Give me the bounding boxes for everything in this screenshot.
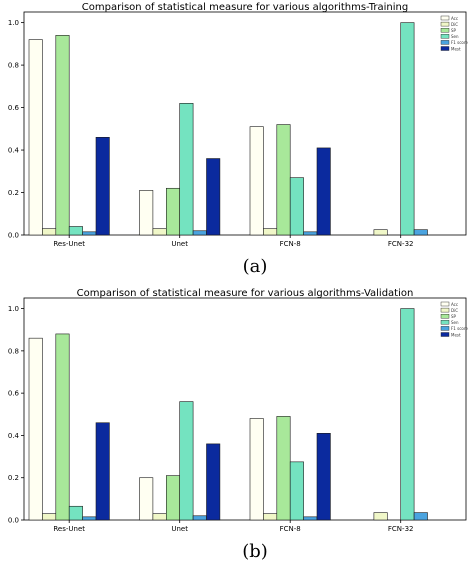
plot-frame: [23, 11, 467, 236]
bar-sp-res-unet: [55, 35, 70, 236]
legend-label: Acc: [451, 16, 458, 21]
legend-label: Mest: [451, 46, 461, 51]
legend-label: SP: [451, 314, 457, 319]
bar-mest-unet: [206, 443, 221, 521]
x-tick-label: FCN-8: [280, 525, 301, 533]
legend-swatch: [440, 15, 450, 21]
bar-dic-fcn-32: [373, 229, 388, 236]
legend-label: DiC: [451, 308, 458, 313]
bar-dic-fcn-8: [263, 228, 278, 236]
y-tick-label: 0.2: [8, 474, 19, 482]
legend-label: Acc: [451, 302, 458, 307]
bar-mest-res-unet: [95, 422, 110, 521]
legend-swatch: [440, 332, 450, 337]
legend-swatch: [440, 307, 450, 313]
legend-label: Sen: [451, 320, 459, 325]
x-tick-label: Unet: [171, 525, 188, 533]
bar-mest-unet: [206, 158, 221, 236]
y-tick-label: 0.4: [8, 147, 20, 155]
legend-label: DiC: [451, 22, 458, 27]
bar-dic-res-unet: [42, 513, 57, 521]
legend-swatch: [440, 34, 450, 39]
y-tick-label: 0.8: [8, 62, 19, 70]
bar-sen-res-unet: [68, 226, 83, 236]
x-tick-label: FCN-32: [388, 525, 414, 533]
chart-validation: Comparison of statistical measure for va…: [8, 288, 469, 562]
legend-swatch: [440, 320, 450, 325]
y-tick-label: 0.0: [8, 517, 19, 525]
bar-acc-res-unet: [28, 337, 43, 521]
legend-swatch: [440, 21, 450, 27]
bar-f1-score-fcn-32: [413, 512, 428, 521]
y-tick-label: 0.8: [8, 347, 19, 355]
legend-swatch: [440, 301, 450, 307]
bar-acc-unet: [139, 190, 154, 236]
x-tick-label: FCN-8: [280, 240, 301, 248]
chart-title: Comparison of statistical measure for va…: [77, 288, 414, 299]
bar-f1-score-fcn-32: [413, 229, 428, 236]
x-tick-label: Unet: [171, 240, 188, 248]
bar-mest-res-unet: [95, 137, 110, 236]
legend-label: F1 score: [451, 326, 468, 331]
bar-dic-fcn-32: [373, 512, 388, 521]
bar-sp-unet: [166, 475, 181, 521]
bar-sen-fcn-8: [289, 177, 304, 236]
bar-mest-fcn-8: [316, 147, 331, 236]
bar-f1-score-fcn-8: [303, 231, 318, 236]
x-tick-label: Res-Unet: [53, 240, 85, 248]
bar-acc-fcn-8: [249, 418, 264, 521]
bar-dic-fcn-8: [263, 513, 278, 521]
bar-sen-unet: [179, 401, 194, 521]
legend-swatch: [440, 46, 450, 51]
y-tick-label: 0.4: [8, 432, 20, 440]
bar-dic-unet: [152, 228, 167, 236]
chart-title: Comparison of statistical measure for va…: [82, 2, 408, 13]
bar-sp-unet: [166, 187, 181, 236]
y-tick-label: 0.6: [8, 104, 20, 112]
bar-f1-score-unet: [192, 515, 207, 521]
legend-label: F1 score: [451, 40, 468, 45]
bar-dic-res-unet: [42, 228, 57, 236]
bar-sen-fcn-8: [289, 461, 304, 521]
bar-acc-res-unet: [28, 39, 43, 236]
y-tick-label: 1.0: [8, 19, 19, 27]
y-tick-label: 1.0: [8, 305, 19, 313]
bar-dic-unet: [152, 513, 167, 521]
bar-f1-score-fcn-8: [303, 516, 318, 521]
bar-acc-fcn-8: [249, 126, 264, 236]
bar-sen-fcn-32: [400, 22, 415, 236]
bar-sen-res-unet: [68, 505, 83, 521]
legend-label: Mest: [451, 332, 461, 337]
y-tick-label: 0.6: [8, 390, 20, 398]
bar-sp-fcn-8: [276, 416, 291, 521]
legend-swatch: [440, 40, 450, 45]
bar-sp-res-unet: [55, 333, 70, 521]
figure-caption: (a): [243, 256, 268, 277]
y-tick-label: 0.0: [8, 232, 19, 240]
bar-mest-fcn-8: [316, 433, 331, 521]
bar-sp-fcn-8: [276, 124, 291, 236]
bar-f1-score-res-unet: [82, 231, 97, 236]
bar-sen-unet: [179, 103, 194, 236]
bar-sen-fcn-32: [400, 308, 415, 521]
bar-f1-score-unet: [192, 230, 207, 236]
plot-frame: [23, 297, 467, 521]
legend-swatch: [440, 28, 450, 33]
x-tick-label: FCN-32: [388, 240, 414, 248]
chart-training: Comparison of statistical measure for va…: [8, 2, 469, 277]
legend-swatch: [440, 326, 450, 331]
legend-swatch: [440, 314, 450, 319]
bar-acc-unet: [139, 477, 154, 521]
legend-label: SP: [451, 28, 457, 33]
y-tick-label: 0.2: [8, 189, 19, 197]
x-tick-label: Res-Unet: [53, 525, 85, 533]
figure-caption: (b): [242, 541, 268, 562]
legend-label: Sen: [451, 34, 459, 39]
bar-f1-score-res-unet: [82, 516, 97, 521]
